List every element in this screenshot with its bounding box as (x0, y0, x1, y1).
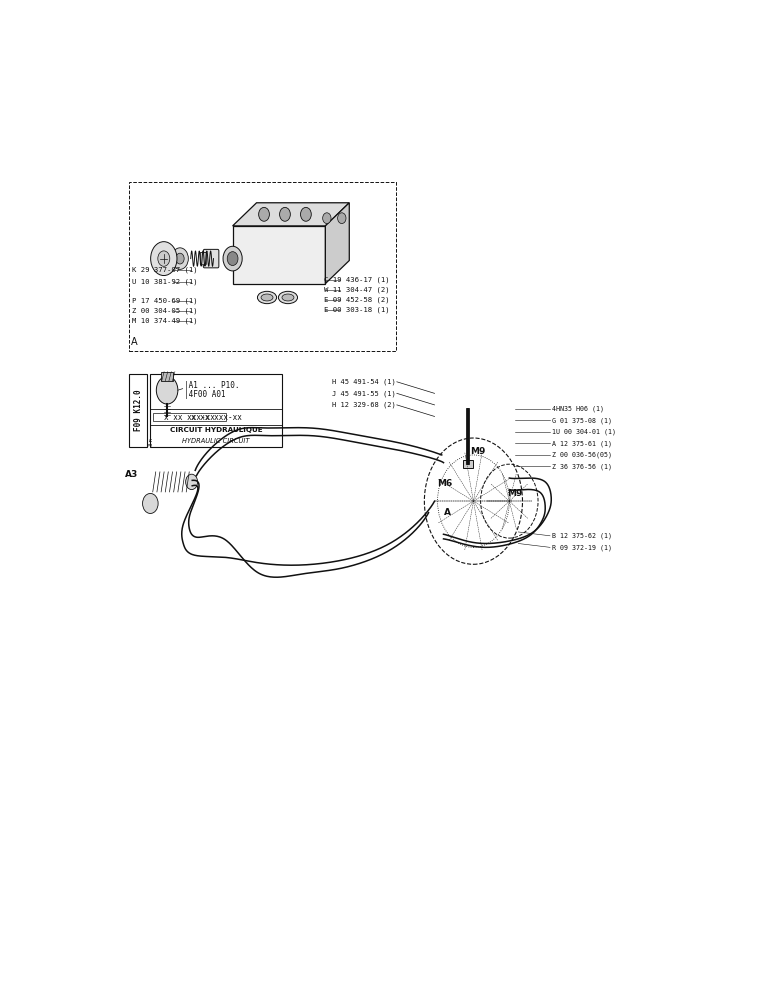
Text: E 09 452-58 (2): E 09 452-58 (2) (324, 297, 390, 303)
Text: M6: M6 (438, 479, 453, 488)
Text: A3: A3 (125, 470, 138, 479)
Circle shape (223, 246, 242, 271)
Bar (154, 413, 225, 421)
Circle shape (279, 207, 290, 221)
Text: 1U 00 304-01 (1): 1U 00 304-01 (1) (553, 429, 616, 435)
Text: 4HN35 H06 (1): 4HN35 H06 (1) (553, 406, 604, 412)
Text: A: A (130, 337, 137, 347)
Text: HYDRAULIC CIRCUIT: HYDRAULIC CIRCUIT (182, 438, 250, 444)
Text: B 12 375-62 (1): B 12 375-62 (1) (553, 533, 612, 539)
Text: |4F00 A01: |4F00 A01 (184, 390, 225, 399)
Circle shape (176, 253, 185, 264)
Circle shape (157, 251, 170, 266)
Text: J 45 491-55 (1): J 45 491-55 (1) (332, 390, 396, 397)
Bar (462, 460, 473, 468)
Circle shape (300, 207, 311, 221)
Text: Z 00 036-56(05): Z 00 036-56(05) (553, 452, 612, 458)
Text: H 45 491-54 (1): H 45 491-54 (1) (332, 379, 396, 385)
Text: H 12 329-68 (2): H 12 329-68 (2) (332, 402, 396, 408)
Bar (161, 372, 173, 381)
Ellipse shape (279, 291, 297, 304)
Text: CIRCUIT HYDRAULIQUE: CIRCUIT HYDRAULIQUE (170, 427, 262, 433)
FancyBboxPatch shape (203, 249, 218, 268)
Circle shape (227, 252, 238, 266)
Bar (151, 374, 282, 447)
Text: Z 36 376-56 (1): Z 36 376-56 (1) (553, 463, 612, 470)
Text: x xx xxx-xx: x xx xxx-xx (191, 413, 242, 422)
Text: |A1 ... P10.: |A1 ... P10. (184, 381, 239, 390)
Bar (232, 226, 325, 284)
Text: P 17 450-69 (1): P 17 450-69 (1) (133, 298, 198, 304)
Text: R 09 372-19 (1): R 09 372-19 (1) (553, 544, 612, 551)
Ellipse shape (282, 294, 294, 301)
Polygon shape (325, 203, 349, 284)
Bar (130, 182, 396, 351)
Circle shape (323, 213, 331, 224)
FancyBboxPatch shape (200, 252, 206, 265)
Bar (130, 374, 147, 447)
Circle shape (151, 242, 177, 276)
Text: M 10 374-49 (1): M 10 374-49 (1) (133, 318, 198, 324)
Circle shape (185, 474, 198, 490)
Text: C 19 436-17 (1): C 19 436-17 (1) (324, 277, 390, 283)
Text: M9: M9 (470, 447, 486, 456)
Text: 3-n: 3-n (148, 437, 154, 446)
Text: W 11 304-47 (2): W 11 304-47 (2) (324, 287, 390, 293)
Text: K 29 377-07 (1): K 29 377-07 (1) (133, 267, 198, 273)
Ellipse shape (257, 291, 276, 304)
Text: G 01 375-08 (1): G 01 375-08 (1) (553, 417, 612, 424)
Text: A 12 375-61 (1): A 12 375-61 (1) (553, 440, 612, 447)
Polygon shape (232, 203, 349, 226)
Circle shape (337, 213, 346, 224)
Ellipse shape (261, 294, 273, 301)
Text: E 00 303-18 (1): E 00 303-18 (1) (324, 307, 390, 313)
Circle shape (143, 493, 158, 513)
Text: U 10 381-92 (1): U 10 381-92 (1) (133, 278, 198, 285)
Text: F09 K12.0: F09 K12.0 (134, 390, 143, 431)
Text: x xx xxx-xx: x xx xxx-xx (164, 413, 215, 422)
Circle shape (171, 248, 188, 269)
Text: A: A (443, 508, 451, 517)
Circle shape (259, 207, 269, 221)
Text: Z 00 304-05 (1): Z 00 304-05 (1) (133, 308, 198, 314)
Text: M9: M9 (508, 489, 523, 498)
Circle shape (156, 376, 178, 404)
